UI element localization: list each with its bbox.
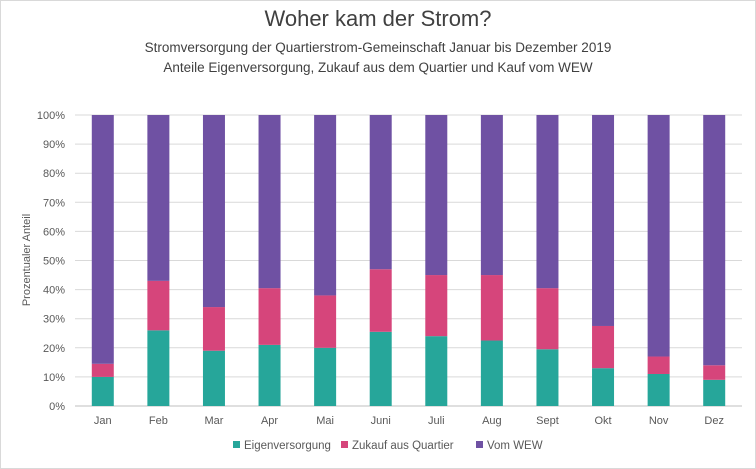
bar-segment-juli-2[interactable] <box>425 275 448 337</box>
legend-swatch <box>341 441 348 448</box>
chart-title: Woher kam der Strom? <box>264 6 492 31</box>
x-tick-label: Jan <box>94 415 112 427</box>
x-tick-label: Okt <box>594 415 611 427</box>
bar-segment-aug-3[interactable] <box>480 115 503 276</box>
bar-segment-jan-2[interactable] <box>91 363 114 377</box>
legend-swatch <box>476 441 483 448</box>
bar-segment-mar-1[interactable] <box>202 350 225 406</box>
bar-segment-mai-2[interactable] <box>314 295 337 348</box>
y-tick-label: 70% <box>43 197 65 209</box>
bar-segment-mar-2[interactable] <box>202 307 225 351</box>
bar-segment-juni-3[interactable] <box>369 115 392 270</box>
legend-label: Zukauf aus Quartier <box>352 440 454 452</box>
bar-segment-nov-1[interactable] <box>647 373 670 406</box>
bar-segment-apr-3[interactable] <box>258 115 281 289</box>
bar-segment-mar-3[interactable] <box>202 115 225 308</box>
legend-label: Vom WEW <box>487 440 543 452</box>
legend-label: Eigenversorgung <box>244 440 331 452</box>
y-tick-label: 50% <box>43 256 65 268</box>
bar-segment-okt-1[interactable] <box>592 368 615 406</box>
x-tick-label: Feb <box>149 415 168 427</box>
y-tick-label: 10% <box>43 372 65 384</box>
y-tick-label: 90% <box>43 139 65 151</box>
bar-segment-juni-1[interactable] <box>369 331 392 406</box>
bar-segment-feb-1[interactable] <box>147 330 170 406</box>
bar-segment-nov-2[interactable] <box>647 356 670 374</box>
bar-segment-juni-2[interactable] <box>369 269 392 332</box>
x-tick-label: Juli <box>428 415 445 427</box>
x-tick-label: Apr <box>261 415 278 427</box>
bar-segment-sept-3[interactable] <box>536 115 559 289</box>
bar-segment-mai-3[interactable] <box>314 115 337 296</box>
bar-segment-apr-1[interactable] <box>258 344 281 406</box>
bar-segment-sept-2[interactable] <box>536 288 559 350</box>
bar-segment-jan-3[interactable] <box>91 115 114 364</box>
y-tick-label: 20% <box>43 343 65 355</box>
bar-segment-jan-1[interactable] <box>91 376 114 406</box>
bar-segment-feb-3[interactable] <box>147 115 170 281</box>
x-tick-label: Nov <box>649 415 669 427</box>
y-tick-label: 0% <box>49 401 65 413</box>
x-tick-label: Juni <box>371 415 391 427</box>
x-tick-label: Aug <box>482 415 502 427</box>
bar-segment-sept-1[interactable] <box>536 349 559 406</box>
chart-subtitle-line-1: Stromversorgung der Quartierstrom-Gemein… <box>144 40 612 55</box>
x-tick-label: Mai <box>316 415 334 427</box>
bar-segment-apr-2[interactable] <box>258 288 281 345</box>
bar-segment-aug-1[interactable] <box>480 340 503 406</box>
bar-segment-mai-1[interactable] <box>314 347 337 406</box>
bar-segment-aug-2[interactable] <box>480 275 503 341</box>
y-tick-label: 40% <box>43 285 65 297</box>
y-tick-label: 100% <box>37 110 65 122</box>
bar-segment-dez-1[interactable] <box>703 379 726 406</box>
bar-segment-feb-2[interactable] <box>147 280 170 331</box>
y-tick-label: 30% <box>43 314 65 326</box>
x-tick-label: Dez <box>704 415 724 427</box>
legend-swatch <box>233 441 240 448</box>
bar-segment-okt-3[interactable] <box>592 115 615 326</box>
bar-segment-dez-3[interactable] <box>703 115 726 366</box>
y-axis-label: Prozentualer Anteil <box>21 214 33 306</box>
bar-segment-juli-3[interactable] <box>425 115 448 276</box>
bar-segment-juli-1[interactable] <box>425 336 448 406</box>
chart-subtitle-line-2: Anteile Eigenversorgung, Zukauf aus dem … <box>163 60 593 75</box>
bar-segment-dez-2[interactable] <box>703 365 726 380</box>
y-tick-label: 60% <box>43 226 65 238</box>
bar-segment-okt-2[interactable] <box>592 325 615 369</box>
x-tick-label: Sept <box>536 415 559 427</box>
y-tick-label: 80% <box>43 168 65 180</box>
bar-segment-nov-3[interactable] <box>647 115 670 357</box>
x-tick-label: Mar <box>204 415 223 427</box>
